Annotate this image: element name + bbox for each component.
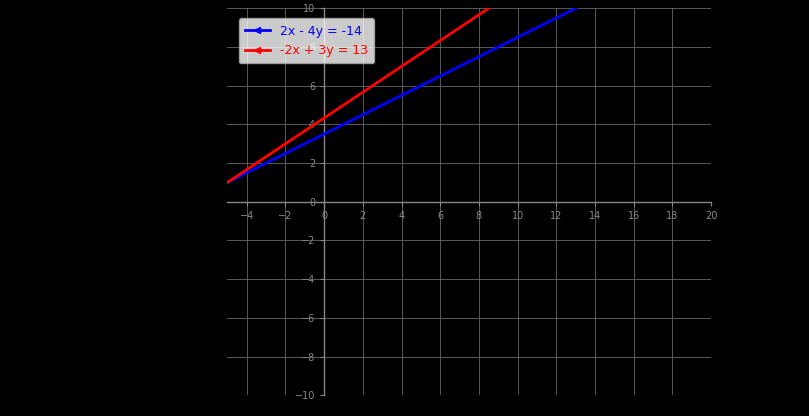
Legend: 2x - 4y = -14, -2x + 3y = 13: 2x - 4y = -14, -2x + 3y = 13 xyxy=(239,18,374,63)
